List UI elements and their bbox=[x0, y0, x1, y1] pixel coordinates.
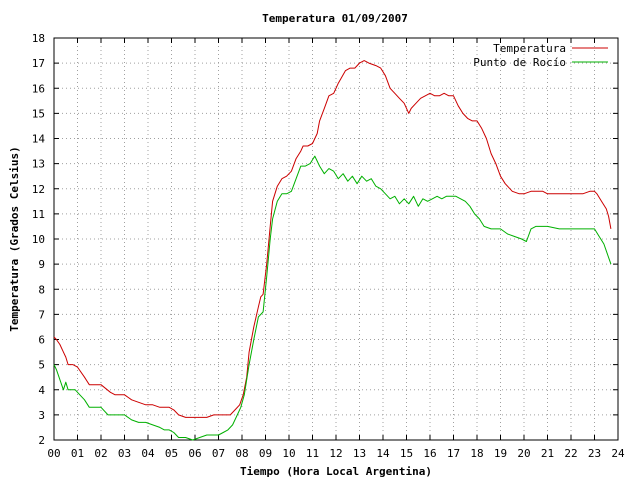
y-tick-label: 5 bbox=[38, 359, 45, 372]
x-tick-label: 13 bbox=[353, 447, 366, 460]
y-tick-label: 2 bbox=[38, 434, 45, 447]
y-tick-label: 12 bbox=[32, 183, 45, 196]
x-tick-label: 21 bbox=[541, 447, 554, 460]
y-tick-label: 8 bbox=[38, 283, 45, 296]
x-tick-label: 09 bbox=[259, 447, 272, 460]
y-tick-label: 18 bbox=[32, 32, 45, 45]
y-tick-label: 4 bbox=[38, 384, 45, 397]
grid bbox=[54, 38, 618, 440]
x-axis-ticks: 00 01 02 03 04 05 06 07 08 09 10 11 12 13 14 15 16 17 18 19… bbox=[47, 38, 625, 460]
x-tick-label: 01 bbox=[71, 447, 84, 460]
x-tick-label: 20 bbox=[517, 447, 530, 460]
x-tick-label: 16 bbox=[423, 447, 436, 460]
y-tick-label: 14 bbox=[32, 133, 46, 146]
x-tick-label: 24 bbox=[611, 447, 625, 460]
y-axis-ticks: 2 3 4 5 6 7 8 9 10 11 12 13 14 15 16 17 18 bbox=[32, 32, 618, 447]
y-tick-label: 13 bbox=[32, 158, 45, 171]
series-line-punto-de-rocio bbox=[53, 155, 612, 441]
x-tick-label: 22 bbox=[564, 447, 577, 460]
y-tick-label: 7 bbox=[38, 308, 45, 321]
x-tick-label: 04 bbox=[141, 447, 155, 460]
x-tick-label: 12 bbox=[329, 447, 342, 460]
x-tick-label: 00 bbox=[47, 447, 60, 460]
x-tick-label: 14 bbox=[376, 447, 390, 460]
x-tick-label: 15 bbox=[400, 447, 413, 460]
y-tick-label: 6 bbox=[38, 334, 45, 347]
x-axis-label: Tiempo (Hora Local Argentina) bbox=[240, 465, 432, 478]
x-tick-label: 07 bbox=[212, 447, 225, 460]
x-tick-label: 05 bbox=[165, 447, 178, 460]
x-tick-label: 23 bbox=[588, 447, 601, 460]
y-tick-label: 11 bbox=[32, 208, 45, 221]
legend-label: Temperatura bbox=[493, 42, 566, 55]
x-tick-label: 18 bbox=[470, 447, 483, 460]
x-tick-label: 11 bbox=[306, 447, 319, 460]
x-tick-label: 10 bbox=[282, 447, 295, 460]
chart-title: Temperatura 01/09/2007 bbox=[262, 12, 408, 25]
y-tick-label: 3 bbox=[38, 409, 45, 422]
y-tick-label: 17 bbox=[32, 57, 45, 70]
x-tick-label: 08 bbox=[235, 447, 248, 460]
x-tick-label: 03 bbox=[118, 447, 131, 460]
series-lines bbox=[53, 60, 612, 441]
x-tick-label: 17 bbox=[447, 447, 460, 460]
y-tick-label: 16 bbox=[32, 82, 45, 95]
y-tick-label: 10 bbox=[32, 233, 45, 246]
x-tick-label: 02 bbox=[94, 447, 107, 460]
y-axis-label: Temperatura (Grados Celsius) bbox=[8, 146, 21, 331]
series-line-temperatura bbox=[53, 60, 612, 418]
x-tick-label: 06 bbox=[188, 447, 201, 460]
x-tick-label: 19 bbox=[494, 447, 507, 460]
y-tick-label: 15 bbox=[32, 107, 45, 120]
legend-label: Punto de Rocío bbox=[473, 56, 566, 69]
y-tick-label: 9 bbox=[38, 258, 45, 271]
